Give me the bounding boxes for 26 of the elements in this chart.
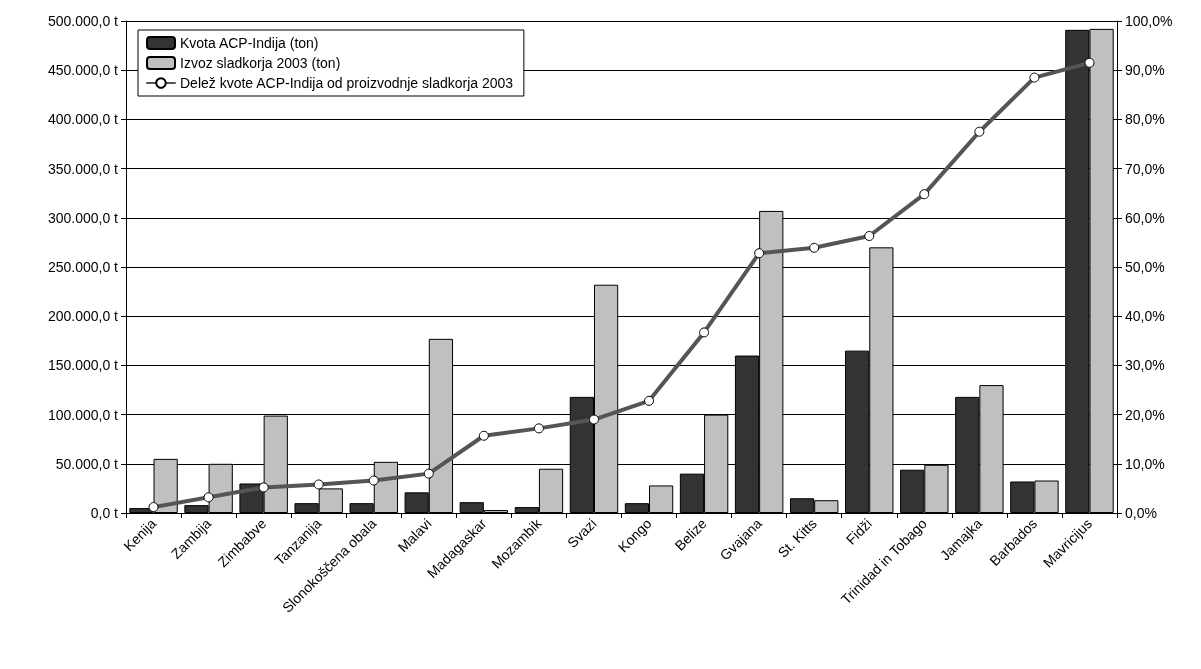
- y-tick-label: 50.000,0 t: [55, 455, 119, 472]
- y-tick-label: 400.000,0 t: [47, 111, 119, 128]
- y2-tick-label: 80,0%: [1125, 111, 1165, 128]
- y2-tick-label: 40,0%: [1125, 308, 1165, 325]
- y-tick-label: 0,0 t: [90, 505, 119, 521]
- y-tick-label: 200.000,0 t: [47, 308, 119, 325]
- y2-tick-label: 50,0%: [1125, 259, 1165, 275]
- y-tick-label: 100.000,0 t: [47, 406, 119, 423]
- y-tick-label: 250.000,0 t: [47, 259, 119, 275]
- y2-tick-label: 90,0%: [1125, 62, 1165, 79]
- legend-label: Izvoz sladkorja 2003 (ton): [180, 55, 341, 71]
- y2-tick-label: 70,0%: [1125, 160, 1165, 177]
- legend-label: Delež kvote ACP-Indija od proizvodnje sladkorja 2003: [180, 75, 514, 91]
- y2-tick-label: 0,0%: [1125, 505, 1157, 521]
- y-tick-label: 150.000,0 t: [47, 357, 119, 374]
- x-tick-label: St. Kitts: [774, 515, 820, 561]
- y2-tick-label: 30,0%: [1125, 357, 1165, 374]
- y-tick-label: 450.000,0 t: [47, 62, 119, 79]
- y2-tick-label: 100,0%: [1125, 13, 1173, 29]
- y-tick-label: 350.000,0 t: [47, 160, 119, 177]
- y-tick-label: 500.000,0 t: [47, 13, 119, 29]
- y-tick-label: 300.000,0 t: [47, 209, 119, 226]
- y2-tick-label: 10,0%: [1125, 455, 1165, 472]
- legend-label: Kvota ACP-Indija (ton): [180, 35, 319, 51]
- y2-tick-label: 60,0%: [1125, 209, 1165, 226]
- y2-tick-label: 20,0%: [1125, 406, 1165, 423]
